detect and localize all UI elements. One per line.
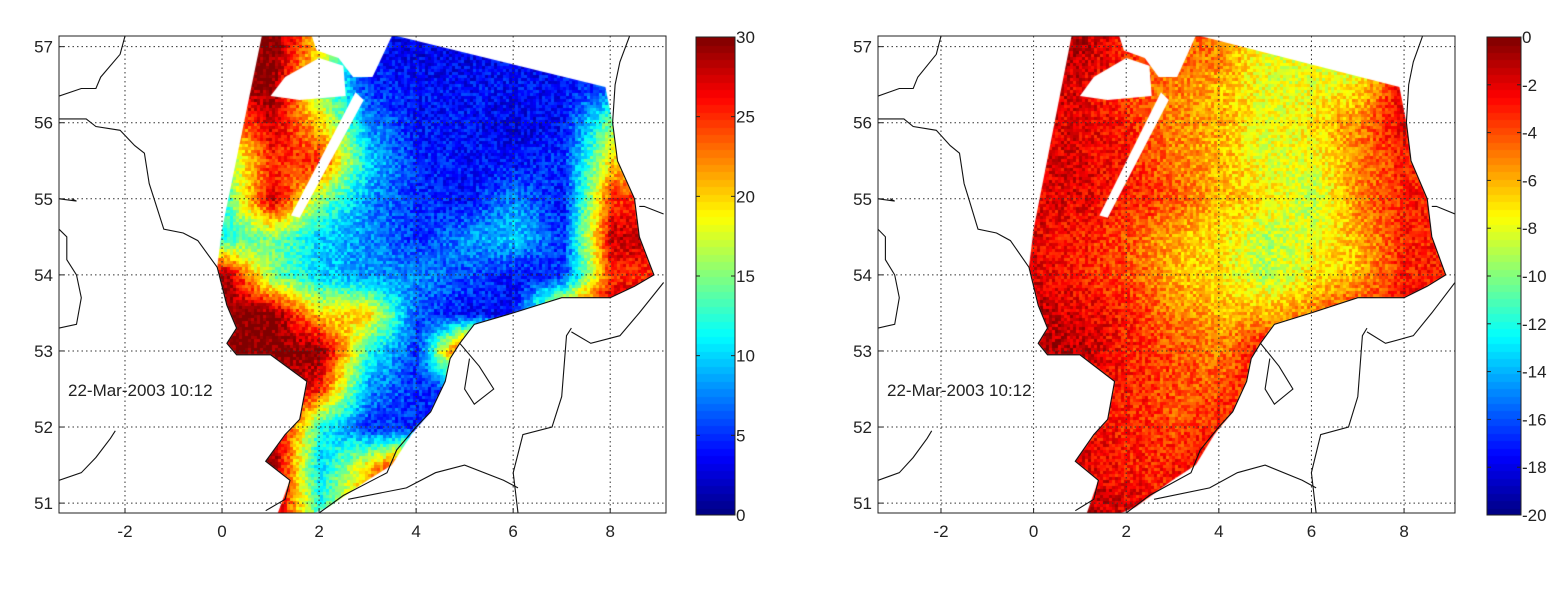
coastline [59, 430, 116, 481]
x-tick-label: 4 [1214, 522, 1223, 541]
colorbar-tick-label: -4 [1522, 124, 1537, 143]
coastline [512, 327, 572, 513]
coastline [571, 282, 665, 344]
colorbar-tick-label: -20 [1522, 506, 1547, 525]
coastline [1431, 205, 1455, 215]
colorbar-tick-label: -6 [1522, 171, 1537, 190]
colorbar-tick-label: -10 [1522, 267, 1547, 286]
y-tick-label: 57 [853, 38, 872, 57]
y-tick-label: 54 [853, 266, 872, 285]
map-panel-1: -2 0 2 4 6 8 51 52 53 54 55 56 57 22-Mar-2003 10:12 0 5… [34, 28, 755, 541]
colorbar-tick-label: 20 [736, 187, 755, 206]
x-tick-label: 0 [217, 522, 226, 541]
coastline [459, 342, 495, 406]
timestamp-label: 22-Mar-2003 10:12 [68, 381, 213, 400]
colorbar-tick-label: -2 [1522, 76, 1537, 95]
y-tick-label: 53 [853, 342, 872, 361]
y-tick-label: 52 [34, 418, 53, 437]
coastline [1125, 36, 1447, 513]
y-tick-label: 55 [853, 190, 872, 209]
y-tick-label: 56 [853, 114, 872, 133]
colorbar-tick-label: -12 [1522, 315, 1547, 334]
colorbar-tick-label: 0 [736, 506, 745, 525]
coastline [878, 36, 942, 97]
y-tick-label: 53 [34, 342, 53, 361]
x-tick-label: 0 [1029, 522, 1038, 541]
coastline [639, 205, 664, 215]
coastline [59, 228, 82, 329]
y-tick-label: 51 [34, 494, 53, 513]
coastline [348, 464, 519, 500]
x-tick-label: 2 [1121, 522, 1130, 541]
colorbar-frame [1486, 36, 1522, 516]
coastline [878, 198, 895, 202]
coastline [59, 198, 77, 202]
x-tick-label: 6 [508, 522, 517, 541]
x-tick-label: -2 [117, 522, 132, 541]
right-colorbar [1487, 37, 1521, 515]
coastlines [59, 36, 665, 513]
colorbar-tick-label: 5 [736, 426, 745, 445]
colorbar-tick-label: -18 [1522, 458, 1547, 477]
colorbar-tick-label: 30 [736, 28, 755, 47]
coastline [1153, 464, 1317, 500]
coastline [878, 228, 900, 329]
coastline [878, 430, 933, 481]
coastlines [878, 36, 1455, 513]
x-tick-label: 2 [314, 522, 323, 541]
y-tick-label: 52 [853, 418, 872, 437]
y-tick-label: 55 [34, 190, 53, 209]
left-map-heatmap [59, 36, 666, 513]
timestamp-label: 22-Mar-2003 10:12 [887, 381, 1032, 400]
coastline [1260, 342, 1294, 406]
colorbar-tick-label: 15 [736, 267, 755, 286]
x-tick-label: 6 [1307, 522, 1316, 541]
coastline [59, 118, 308, 512]
colorbar-tick-label: -14 [1522, 363, 1547, 382]
colorbar-tick-label: -16 [1522, 410, 1547, 429]
left-colorbar [696, 37, 735, 515]
colorbar-frame [695, 36, 736, 516]
x-tick-label: 8 [1399, 522, 1408, 541]
x-tick-label: 8 [605, 522, 614, 541]
y-tick-label: 51 [853, 494, 872, 513]
coastline [878, 118, 1116, 512]
colorbar-tick-label: 0 [1522, 28, 1531, 47]
y-tick-label: 56 [34, 114, 53, 133]
coastline [1310, 327, 1368, 513]
coastline [59, 36, 126, 97]
x-tick-label: -2 [933, 522, 948, 541]
colorbar-tick-label: -8 [1522, 219, 1537, 238]
coastline [318, 36, 655, 513]
coastline [1366, 282, 1455, 344]
colorbar-tick-label: 10 [736, 347, 755, 366]
y-tick-label: 57 [34, 38, 53, 57]
x-tick-label: 4 [411, 522, 420, 541]
y-tick-label: 54 [34, 266, 53, 285]
colorbar-tick-label: 25 [736, 108, 755, 127]
